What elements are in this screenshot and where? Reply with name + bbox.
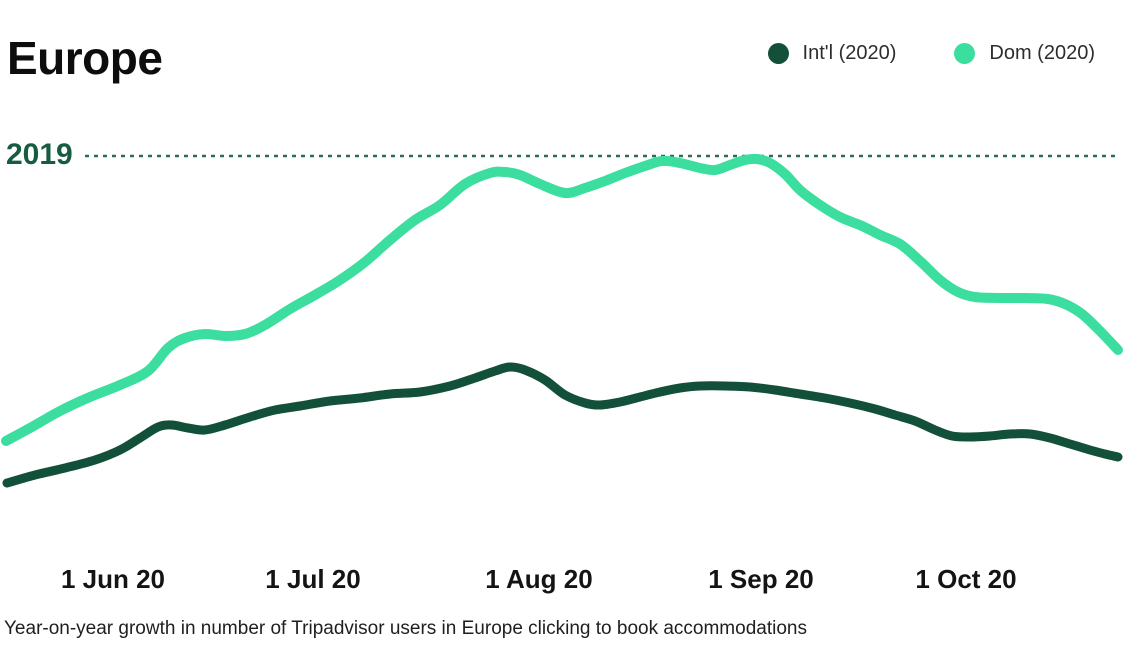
dom-2020-line — [1, 153, 1123, 446]
intl-2020-line — [2, 362, 1123, 488]
legend-item-dom: Dom (2020) — [954, 42, 1095, 65]
x-axis-label: 1 Jun 20 — [60, 564, 166, 594]
legend: Int'l (2020) Dom (2020) — [767, 42, 1095, 65]
page-title: Europe — [7, 32, 163, 84]
x-axis-label: 1 Aug 20 — [485, 564, 593, 594]
dom-series-dot-icon — [954, 43, 976, 64]
chart-caption: Year-on-year growth in number of Tripadv… — [4, 618, 807, 639]
legend-item-intl: Int'l (2020) — [767, 42, 897, 65]
legend-label-intl: Int'l (2020) — [802, 42, 897, 64]
x-axis-label: 1 Oct 20 — [915, 564, 1017, 594]
intl-series-dot-icon — [767, 43, 789, 64]
x-axis-label: 1 Jul 20 — [265, 564, 361, 594]
x-axis: 1 Jun 20 1 Jul 20 1 Aug 20 1 Sep 20 1 Oct 20 — [0, 558, 1125, 600]
x-axis-label: 1 Sep 20 — [708, 564, 814, 594]
baseline-2019-label: 2019 — [6, 138, 73, 171]
legend-label-dom: Dom (2020) — [989, 42, 1095, 64]
